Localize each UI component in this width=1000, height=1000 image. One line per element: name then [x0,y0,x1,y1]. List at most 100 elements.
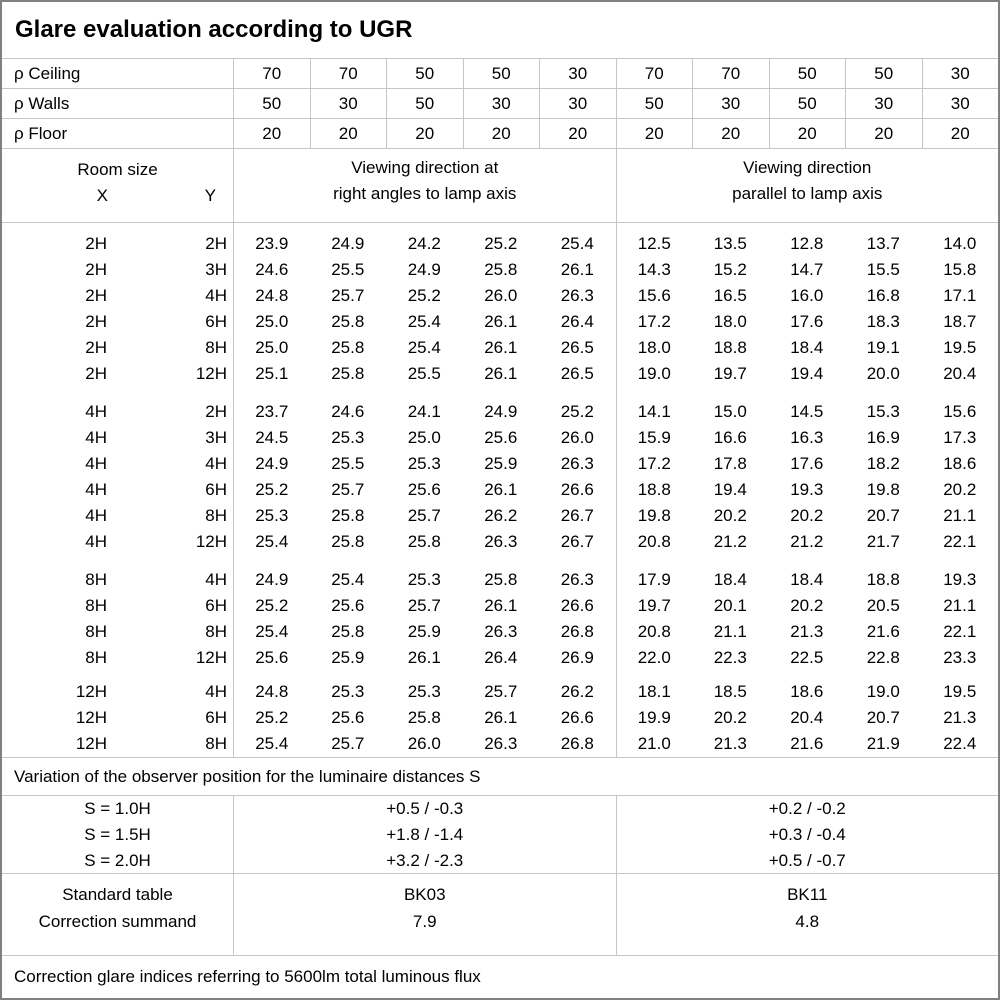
ugr-value-cell: 26.8 [560,734,594,753]
observer-variation-caption: Variation of the observer position for t… [2,757,998,796]
ugr-value-cell: 14.3 [615,257,693,283]
ugr-value-cell: 20.5 [866,596,900,615]
room-y-cell: 8H [205,338,227,357]
ugr-value-cell: 18.6 [943,454,977,473]
room-y-cell: 4H [205,682,227,701]
ugr-value-cell: 26.3 [560,454,594,473]
ugr-value-cell: 22.0 [615,645,693,671]
room-y-cell: 6H [205,312,227,331]
reflectance-value-cell: 50 [768,89,846,118]
ugr-value-cell: 19.8 [615,503,693,529]
ugr-value-cell: 24.6 [233,257,310,283]
ugr-value-cell: 14.0 [943,234,977,253]
room-y-cell: 12H [195,364,227,383]
ugr-value-cell: 26.5 [560,364,594,383]
ugr-value-cell: 26.1 [484,480,518,499]
variation-right-angles-values: +0.5 / -0.3 +1.8 / -1.4 +3.2 / -2.3 [233,796,616,874]
ugr-value-cell: 17.6 [790,454,824,473]
ugr-value-cell: 21.3 [713,734,747,753]
reflectance-value-cell: 30 [539,59,616,88]
ugr-value-cell: 19.0 [866,682,900,701]
room-y-cell: 2H [205,402,227,421]
ugr-value-cell: 25.3 [407,682,441,701]
ugr-value-cell: 20.2 [713,506,747,525]
variation-value: +1.8 / -1.4 [386,825,464,844]
reflectance-label: ρ Ceiling [14,63,81,83]
room-y-cell: 8H [205,622,227,641]
ugr-value-cell: 25.8 [331,312,365,331]
ugr-value-cell: 25.3 [331,682,365,701]
ugr-value-cell: 25.7 [331,734,365,753]
room-x-cell: 12H [75,708,107,727]
ugr-value-cell: 20.2 [790,506,824,525]
ugr-value-cell: 18.5 [713,682,747,701]
spacer-cell [2,671,233,679]
ugr-value-cell: 26.0 [484,286,518,305]
ugr-value-cell: 25.0 [233,335,310,361]
ugr-value-cell: 19.8 [866,480,900,499]
reflectance-value-cell: 50 [768,59,846,88]
room-y-cell: 6H [205,708,227,727]
ugr-value-cell: 15.0 [713,402,747,421]
ugr-value-cell: 18.2 [866,454,900,473]
ugr-value-cell: 26.4 [560,312,594,331]
ugr-row: 4H 12H 25.4 25.8 25.8 26.3 26.7 20.8 21.2 21.2 21.… [2,529,998,555]
y-axis-label: Y [204,186,216,205]
ugr-value-cell: 22.1 [943,532,977,551]
spacer-cell [615,387,999,399]
room-y-cell: 8H [205,734,227,753]
ugr-value-cell: 19.4 [790,364,824,383]
reflectance-value-cell: 50 [233,89,310,118]
ugr-value-cell: 25.4 [407,312,441,331]
ugr-value-cell: 26.1 [407,648,441,667]
reflectance-row: ρ Ceiling 70 70 50 50 30 70 70 50 50 30 [2,59,998,89]
viewing-direction-right-angles-header: Viewing direction at right angles to lam… [233,149,616,222]
ugr-value-cell: 25.6 [233,645,310,671]
room-y-cell: 4H [205,286,227,305]
ugr-value-cell: 14.1 [615,399,693,425]
ugr-value-cell: 21.6 [790,734,824,753]
correction-summand-label: Correction summand [38,912,197,931]
ugr-value-cell: 25.3 [331,428,365,447]
ugr-value-cell: 13.7 [866,234,900,253]
standard-correction-parallel: BK11 4.8 [615,874,999,955]
ugr-value-cell: 21.2 [790,532,824,551]
standard-correction-block: Standard table Correction summand BK03 7… [2,874,998,956]
ugr-value-cell: 25.0 [407,428,441,447]
room-x-cell: 2H [85,338,107,357]
ugr-value-cell: 17.2 [615,309,693,335]
viewing-right-angles-line2: right angles to lamp axis [333,184,517,203]
ugr-value-cell: 26.1 [484,338,518,357]
ugr-value-cell: 26.6 [560,480,594,499]
ugr-value-cell: 26.2 [560,682,594,701]
ugr-value-cell: 25.5 [407,364,441,383]
ugr-value-cell: 26.2 [484,506,518,525]
ugr-row: 4H 2H 23.7 24.6 24.1 24.9 25.2 14.1 15.0 14.5 15.3… [2,399,998,425]
ugr-value-cell: 25.8 [407,532,441,551]
reflectance-value-cell: 20 [921,119,999,148]
ugr-value-cell: 19.0 [615,361,693,387]
room-y-cell: 3H [205,260,227,279]
ugr-value-cell: 18.4 [790,570,824,589]
room-x-cell: 2H [85,260,107,279]
room-x-cell: 12H [75,734,107,753]
ugr-value-cell: 25.5 [331,454,365,473]
ugr-value-cell: 14.5 [790,402,824,421]
ugr-value-cell: 20.2 [713,708,747,727]
reflectance-value-cell: 20 [233,119,310,148]
room-y-cell: 4H [205,454,227,473]
ugr-value-cell: 24.9 [331,234,365,253]
ugr-value-cell: 19.7 [713,364,747,383]
ugr-value-cell: 23.3 [943,648,977,667]
ugr-value-cell: 25.2 [233,593,310,619]
ugr-value-cell: 15.6 [615,283,693,309]
observer-variation-block: S = 1.0H S = 1.5H S = 2.0H +0.5 / -0.3 +… [2,796,998,874]
reflectance-value-cell: 50 [462,59,540,88]
ugr-row: 8H 12H 25.6 25.9 26.1 26.4 26.9 22.0 22.3 22.5 22.… [2,645,998,671]
ugr-value-cell: 25.4 [233,731,310,757]
room-x-cell: 4H [85,454,107,473]
ugr-value-cell: 25.1 [233,361,310,387]
ugr-value-cell: 15.8 [943,260,977,279]
ugr-value-cell: 21.1 [943,596,977,615]
ugr-row: 2H 12H 25.1 25.8 25.5 26.1 26.5 19.0 19.7 19.4 20.… [2,361,998,387]
